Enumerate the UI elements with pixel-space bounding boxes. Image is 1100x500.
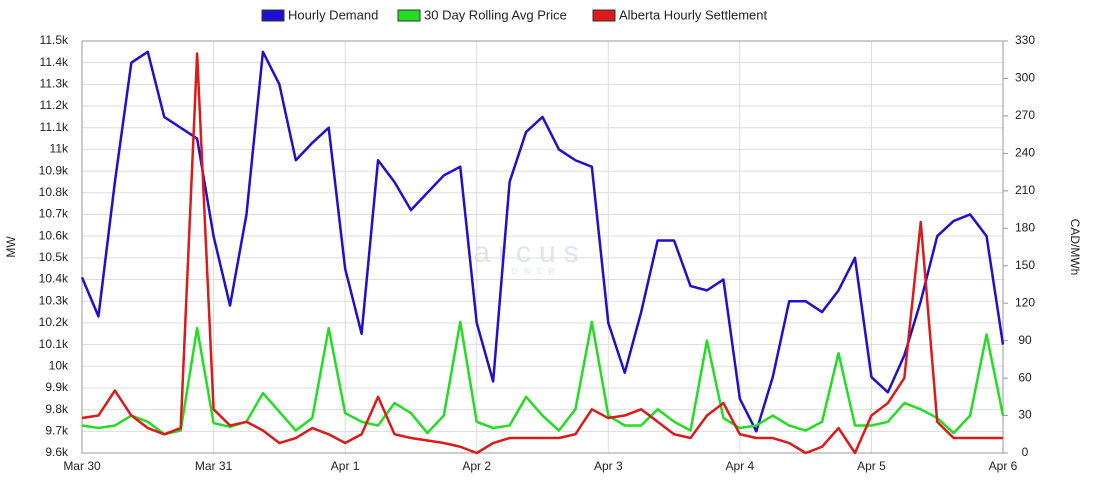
x-tick-label: Apr 1 bbox=[331, 459, 360, 473]
watermark: arcus bbox=[473, 236, 586, 269]
y-tick-label: 9.8k bbox=[45, 402, 69, 416]
x-tick-label: Apr 5 bbox=[857, 459, 886, 473]
series-line bbox=[81, 52, 1003, 455]
y-tick-label: 11k bbox=[50, 142, 69, 156]
x-tick-label: Apr 4 bbox=[726, 459, 755, 473]
y-tick-label: 10.3k bbox=[39, 293, 69, 307]
y-tick-label: 10.4k bbox=[39, 272, 69, 286]
y-tick-label: 10.8k bbox=[39, 185, 69, 199]
y2-tick-label: 330 bbox=[1015, 33, 1035, 47]
y2-tick-label: 120 bbox=[1015, 295, 1035, 309]
y2-tick-label: 30 bbox=[1018, 408, 1032, 422]
legend-label: Hourly Demand bbox=[288, 7, 378, 22]
y2-tick-label: 90 bbox=[1018, 333, 1032, 347]
y-tick-label: 11.3k bbox=[40, 77, 69, 91]
y-tick-label: 10.5k bbox=[39, 250, 69, 264]
legend-swatch bbox=[261, 9, 285, 22]
y-tick-label: 9.6k bbox=[45, 445, 69, 459]
y-tick-label: 9.7k bbox=[45, 423, 69, 437]
x-tick-label: Mar 30 bbox=[63, 459, 101, 473]
legend-swatch bbox=[397, 9, 421, 22]
watermark-sub: POWER bbox=[500, 267, 560, 276]
y2-tick-label: 300 bbox=[1015, 71, 1035, 85]
y-tick-label: 11.2k bbox=[40, 98, 69, 112]
y2-tick-label: 180 bbox=[1015, 220, 1035, 234]
legend-label: 30 Day Rolling Avg Price bbox=[424, 7, 567, 22]
y-tick-label: 11.4k bbox=[40, 55, 69, 69]
y-tick-label: 10.9k bbox=[39, 163, 69, 177]
y-tick-label: 10k bbox=[49, 358, 69, 372]
legend-swatch bbox=[592, 9, 616, 22]
x-tick-label: Mar 31 bbox=[195, 459, 233, 473]
y2-tick-label: 270 bbox=[1015, 108, 1035, 122]
y2-tick-label: 0 bbox=[1022, 445, 1029, 459]
y-tick-label: 11.1k bbox=[40, 120, 69, 134]
y-tick-label: 9.9k bbox=[45, 380, 69, 394]
y2-tick-label: 210 bbox=[1015, 183, 1035, 197]
x-tick-label: Apr 2 bbox=[462, 459, 491, 473]
x-tick-label: Apr 3 bbox=[594, 459, 623, 473]
y-tick-label: 10.1k bbox=[39, 337, 69, 351]
x-tick-label: Apr 6 bbox=[989, 459, 1018, 473]
y-tick-label: 11.5k bbox=[40, 33, 69, 47]
plot-border bbox=[81, 40, 1004, 454]
y-tick-label: 10.7k bbox=[39, 207, 69, 221]
y2-tick-label: 150 bbox=[1015, 258, 1035, 272]
y2-tick-label: 240 bbox=[1015, 146, 1035, 160]
y2-axis-title: CAD/MWh bbox=[1068, 219, 1082, 276]
y-tick-label: 10.2k bbox=[39, 315, 69, 329]
series-line bbox=[80, 50, 1005, 433]
y-axis-title: MW bbox=[4, 236, 18, 258]
legend-label: Alberta Hourly Settlement bbox=[619, 7, 768, 22]
y-tick-label: 10.6k bbox=[39, 228, 69, 242]
y2-tick-label: 60 bbox=[1018, 370, 1032, 384]
